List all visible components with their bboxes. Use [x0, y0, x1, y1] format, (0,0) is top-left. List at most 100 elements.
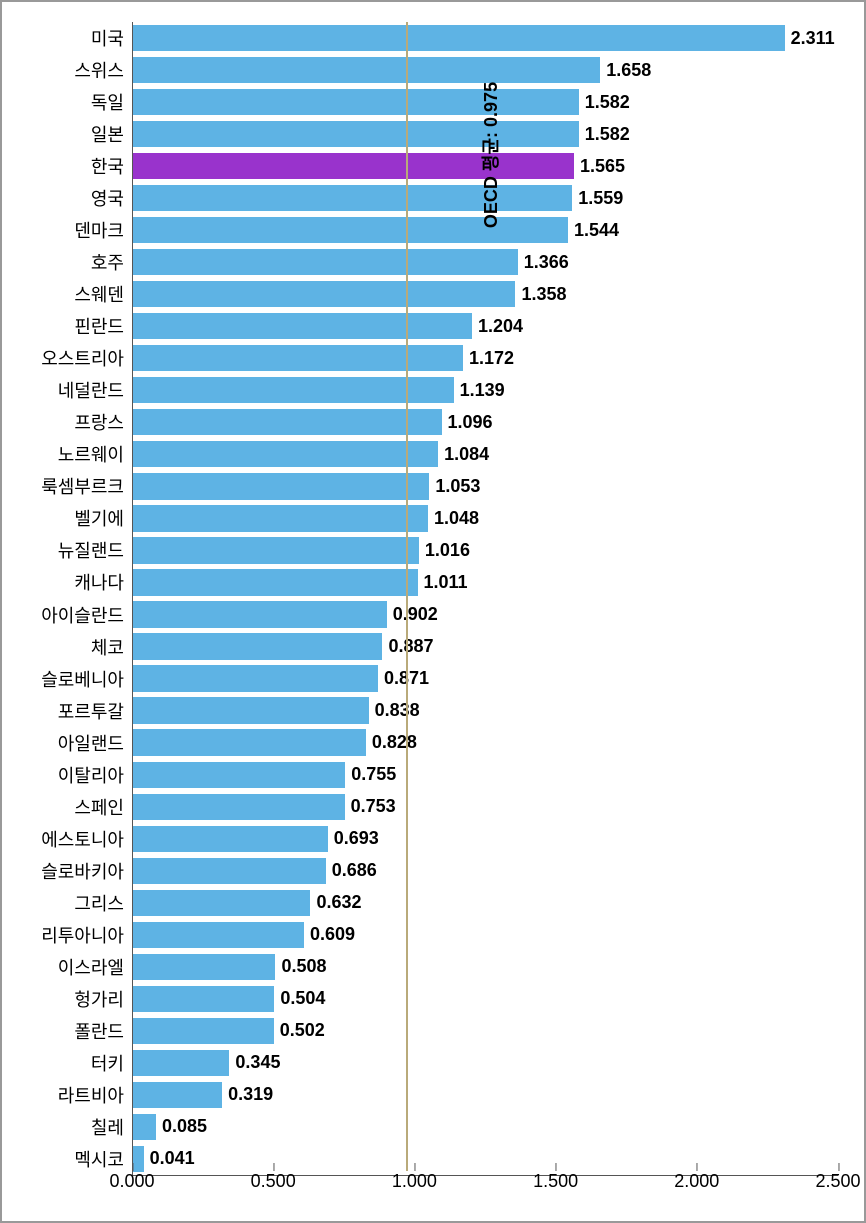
bar: [132, 57, 600, 83]
bar-row: 에스토니아0.693: [132, 826, 834, 852]
bar-value-label: 0.319: [222, 1084, 273, 1105]
bar-row: 그리스0.632: [132, 890, 834, 916]
bar: [132, 409, 442, 435]
bar: [132, 249, 518, 275]
bar: [132, 665, 378, 691]
bar-category-label: 한국: [91, 153, 132, 179]
bar: [132, 633, 382, 659]
bar: [132, 858, 326, 884]
bar-value-label: 2.311: [785, 28, 835, 49]
bar-value-label: 0.508: [275, 956, 326, 977]
bar-value-label: 1.565: [574, 156, 625, 177]
bar-row: 슬로베니아0.871: [132, 665, 834, 691]
bar-value-label: 0.902: [387, 604, 438, 625]
bar-category-label: 리투아니아: [41, 922, 132, 948]
bar: [132, 505, 428, 531]
bar-category-label: 스페인: [74, 794, 132, 820]
bar: [132, 697, 369, 723]
bar-category-label: 이스라엘: [58, 954, 132, 980]
bar: [132, 794, 345, 820]
bar-value-label: 0.609: [304, 924, 355, 945]
bar-row: 스웨덴1.358: [132, 281, 834, 307]
bar-row: 터키0.345: [132, 1050, 834, 1076]
bar-category-label: 호주: [91, 249, 132, 275]
bar-category-label: 네덜란드: [58, 377, 132, 403]
bar: [132, 729, 366, 755]
bar-category-label: 이탈리아: [58, 762, 132, 788]
bar: [132, 313, 472, 339]
bar-row: 벨기에1.048: [132, 505, 834, 531]
bar-value-label: 0.345: [229, 1052, 280, 1073]
bar-value-label: 0.502: [274, 1020, 325, 1041]
bar-category-label: 뉴질랜드: [58, 537, 132, 563]
bar-category-label: 독일: [91, 89, 132, 115]
bar-category-label: 터키: [91, 1050, 132, 1076]
x-axis-tick-mark: [132, 1163, 133, 1171]
bar-value-label: 1.582: [579, 92, 630, 113]
bar-category-label: 스웨덴: [74, 281, 132, 307]
x-axis-tick-mark: [556, 1163, 557, 1171]
bar-value-label: 0.041: [144, 1148, 195, 1169]
bar-row: 핀란드1.204: [132, 313, 834, 339]
bar-row: 뉴질랜드1.016: [132, 537, 834, 563]
bar: [132, 185, 572, 211]
x-axis: 0.0000.5001.0001.5002.0002.500: [132, 1171, 834, 1201]
bar-row: 포르투갈0.838: [132, 697, 834, 723]
bar-row: 스페인0.753: [132, 794, 834, 820]
bar: [132, 890, 310, 916]
bar: [132, 922, 304, 948]
bar: [132, 986, 274, 1012]
bar-category-label: 벨기에: [74, 505, 132, 531]
bar: [132, 345, 463, 371]
bar-value-label: 1.544: [568, 220, 619, 241]
bar-row: 라트비아0.319: [132, 1082, 834, 1108]
bar-row: 헝가리0.504: [132, 986, 834, 1012]
bar: [132, 569, 418, 595]
bar: [132, 1050, 229, 1076]
x-axis-tick: 1.500: [533, 1171, 578, 1192]
x-axis-tick: 0.500: [251, 1171, 296, 1192]
bar-category-label: 칠레: [91, 1114, 132, 1140]
bar: [132, 537, 419, 563]
bar: [132, 1082, 222, 1108]
bar-row: 이탈리아0.755: [132, 762, 834, 788]
bar: [132, 1146, 144, 1172]
bar-category-label: 라트비아: [58, 1082, 132, 1108]
bar-category-label: 체코: [91, 634, 132, 660]
x-axis-tick: 2.000: [674, 1171, 719, 1192]
bar-row: 리투아니아0.609: [132, 922, 834, 948]
bar-category-label: 프랑스: [74, 409, 132, 435]
bar: [132, 1114, 156, 1140]
bar-value-label: 0.871: [378, 668, 429, 689]
bar-value-label: 0.693: [328, 828, 379, 849]
bar-value-label: 1.139: [454, 380, 505, 401]
x-axis-tick-mark: [273, 1163, 274, 1171]
bar-category-label: 아일랜드: [58, 730, 132, 756]
y-axis-line: [132, 22, 133, 1175]
bar-category-label: 룩셈부르크: [41, 473, 132, 499]
bar-row: 노르웨이1.084: [132, 441, 834, 467]
bar: [132, 153, 574, 179]
bar-value-label: 0.828: [366, 732, 417, 753]
bar-category-label: 영국: [91, 185, 132, 211]
bar-value-label: 0.504: [274, 988, 325, 1009]
bar-row: 멕시코0.041: [132, 1146, 834, 1172]
bar-category-label: 멕시코: [74, 1146, 132, 1172]
bar-category-label: 슬로바키아: [41, 858, 132, 884]
bar: [132, 441, 438, 467]
bar-row: 폴란드0.502: [132, 1018, 834, 1044]
bar-category-label: 스위스: [74, 57, 132, 83]
bar: [132, 25, 785, 51]
bar-category-label: 슬로베니아: [41, 666, 132, 692]
bar-category-label: 미국: [91, 25, 132, 51]
bar-row: 스위스1.658: [132, 57, 834, 83]
bar: [132, 89, 579, 115]
bar-value-label: 1.204: [472, 316, 523, 337]
bar-value-label: 0.686: [326, 860, 377, 881]
bar-row: 캐나다1.011: [132, 569, 834, 595]
bar: [132, 1018, 274, 1044]
x-axis-tick: 2.500: [815, 1171, 860, 1192]
bar-row: 아일랜드0.828: [132, 729, 834, 755]
bar-category-label: 핀란드: [74, 313, 132, 339]
bar-category-label: 그리스: [74, 890, 132, 916]
